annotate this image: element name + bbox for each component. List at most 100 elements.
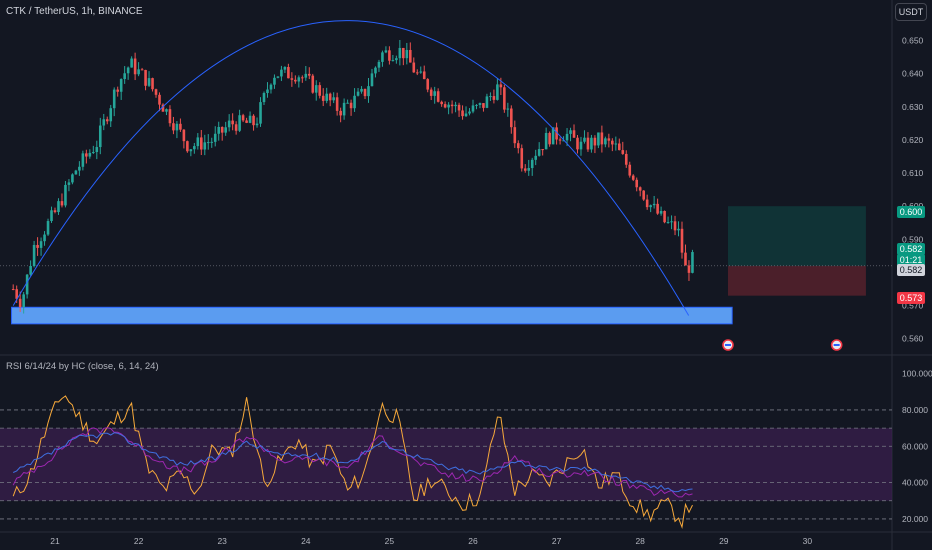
candle-body: [43, 234, 46, 242]
candle-body: [189, 149, 193, 152]
time-tick-label: 28: [635, 536, 645, 546]
candle-body: [95, 147, 99, 153]
candle-body: [638, 187, 642, 191]
candle-body: [18, 298, 22, 308]
candle-body: [645, 199, 649, 208]
candle-body: [652, 203, 656, 206]
candle-body: [478, 103, 482, 105]
candle-body: [412, 62, 416, 73]
candle-body: [165, 109, 168, 112]
candle-body: [85, 153, 88, 157]
candle-body: [565, 133, 569, 141]
candle-body: [527, 168, 531, 171]
candle-body: [335, 97, 339, 111]
candle-body: [311, 75, 315, 93]
price-tick-label: 0.650: [902, 36, 924, 46]
candle-body: [454, 104, 457, 107]
candle-body: [433, 91, 436, 96]
rsi-series-line: [12, 395, 693, 530]
candle-body: [259, 102, 262, 124]
candle-body: [534, 155, 537, 160]
time-tick-label: 30: [803, 536, 813, 546]
candle-body: [523, 168, 527, 171]
candle-body: [158, 94, 161, 105]
candle-body: [687, 265, 691, 273]
candle-body: [22, 294, 25, 308]
candle-body: [161, 104, 165, 112]
candle-body: [607, 138, 611, 141]
candle-body: [635, 179, 639, 188]
time-tick-label: 24: [301, 536, 311, 546]
candle-body: [485, 96, 489, 108]
candle-body: [175, 123, 179, 131]
support-zone: [11, 306, 733, 325]
candle-body: [287, 67, 290, 79]
time-tick-label: 23: [217, 536, 227, 546]
rsi-indicator-title[interactable]: RSI 6/14/24 by HC (close, 6, 14, 24): [6, 361, 159, 372]
candle-body: [464, 113, 468, 117]
candle-body: [541, 149, 544, 151]
candle-body: [133, 58, 137, 75]
candle-body: [666, 221, 670, 223]
candle-body: [614, 143, 618, 145]
candle-body: [29, 265, 32, 275]
candle-body: [276, 76, 280, 78]
rsi-tick-label: 100.000: [902, 369, 932, 379]
candle-body: [98, 125, 102, 148]
candle-body: [673, 221, 677, 231]
candle-body: [471, 105, 475, 112]
candle-body: [381, 52, 384, 62]
candle-body: [332, 97, 335, 101]
currency-button[interactable]: USDT: [895, 3, 927, 21]
candle-body: [224, 127, 227, 133]
candle-body: [241, 115, 245, 121]
candle-body: [680, 228, 684, 253]
candle-body: [506, 108, 510, 110]
candle-body: [196, 137, 200, 147]
candle-body: [586, 137, 590, 150]
candle-body: [618, 143, 621, 151]
candle-body: [266, 89, 269, 94]
candle-body: [684, 252, 687, 266]
candle-body: [179, 123, 182, 130]
candle-body: [116, 89, 119, 92]
candle-body: [510, 108, 513, 128]
candle-body: [182, 129, 186, 142]
candle-body: [516, 143, 520, 149]
candle-body: [429, 89, 433, 96]
candle-body: [193, 146, 196, 150]
price-tick-label: 0.570: [902, 301, 924, 311]
candle-body: [269, 84, 273, 90]
candle-body: [492, 96, 496, 100]
candle-body: [203, 142, 207, 150]
candle-body: [238, 115, 241, 131]
rsi-tick-label: 40.000: [902, 478, 928, 488]
price-tick-label: 0.590: [902, 234, 924, 244]
candle-body: [503, 87, 506, 110]
candle-body: [318, 85, 322, 96]
current-line-label: 0.582: [897, 264, 925, 276]
candle-body: [50, 210, 53, 222]
candle-body: [691, 252, 694, 273]
candle-body: [297, 77, 301, 82]
candle-body: [489, 96, 492, 98]
candle-body: [328, 93, 332, 101]
candle-body: [304, 73, 308, 78]
candle-body: [217, 126, 221, 134]
candle-body: [283, 67, 287, 70]
candle-body: [440, 101, 443, 105]
candle-body: [530, 159, 534, 169]
candle-body: [475, 104, 478, 106]
candle-body: [154, 89, 158, 95]
candle-body: [402, 47, 405, 59]
candle-body: [569, 130, 572, 134]
candle-body: [112, 89, 116, 109]
candle-body: [280, 69, 283, 77]
time-tick-label: 27: [552, 536, 562, 546]
candle-body: [520, 148, 524, 169]
candle-body: [388, 50, 391, 61]
candle-body: [64, 184, 67, 206]
candle-body: [447, 104, 450, 108]
candle-body: [370, 73, 374, 87]
candle-body: [248, 115, 252, 123]
